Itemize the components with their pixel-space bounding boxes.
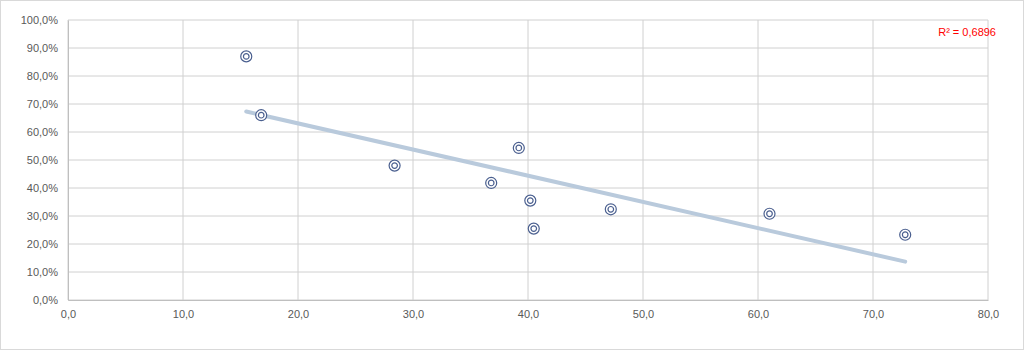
y-tick-label: 40,0% xyxy=(27,182,58,194)
x-tick-label: 20,0 xyxy=(288,308,309,320)
x-tick: 10,0 xyxy=(173,300,194,320)
scatter-series xyxy=(241,51,911,240)
point-outer xyxy=(389,160,400,171)
x-tick: 0,0 xyxy=(61,300,76,320)
y-tick: 90,0% xyxy=(27,42,68,54)
point-outer xyxy=(900,229,911,240)
annotation: R² = 0,6896 xyxy=(938,26,996,38)
grid-line-y xyxy=(68,132,988,133)
point xyxy=(764,208,775,219)
x-tick: 50,0 xyxy=(633,300,654,320)
point-outer xyxy=(256,110,267,121)
y-tick-label: 60,0% xyxy=(27,126,58,138)
x-tick-label: 50,0 xyxy=(633,308,654,320)
y-tick-label: 20,0% xyxy=(27,238,58,250)
x-tick: 60,0 xyxy=(748,300,769,320)
grid-line-x xyxy=(68,20,69,300)
x-tick-label: 30,0 xyxy=(403,308,424,320)
point xyxy=(605,204,616,215)
grid-line-y xyxy=(68,188,988,189)
grid-line-y xyxy=(68,104,988,105)
point xyxy=(389,160,400,171)
y-tick-label: 100,0% xyxy=(21,14,59,26)
x-axis: 0,0 10,0 20,0 30,0 40,0 50,0 60,0 70,0 80,0 xyxy=(61,300,999,320)
point-outer xyxy=(486,177,497,188)
grid xyxy=(68,20,988,300)
x-tick: 80,0 xyxy=(978,300,999,320)
point-inner xyxy=(258,112,264,118)
grid-line-y xyxy=(68,160,988,161)
x-tick-label: 60,0 xyxy=(748,308,769,320)
x-axis-line xyxy=(69,300,989,301)
point xyxy=(528,223,539,234)
point-inner xyxy=(902,232,908,238)
x-tick-label: 70,0 xyxy=(863,308,884,320)
y-tick: 20,0% xyxy=(27,238,68,250)
plot-area xyxy=(241,51,911,262)
point-outer xyxy=(528,223,539,234)
point-outer xyxy=(605,204,616,215)
point-outer xyxy=(525,195,536,206)
y-tick: 70,0% xyxy=(27,98,68,110)
point-inner xyxy=(608,206,614,212)
chart-frame xyxy=(1,1,1024,350)
y-tick: 40,0% xyxy=(27,182,68,194)
y-axis-line xyxy=(68,21,69,301)
y-tick-label: 10,0% xyxy=(27,266,58,278)
x-tick-label: 0,0 xyxy=(61,308,76,320)
y-tick: 80,0% xyxy=(27,70,68,82)
grid-line-y xyxy=(68,300,988,301)
y-tick-label: 80,0% xyxy=(27,70,58,82)
point-inner xyxy=(243,54,249,60)
y-tick-label: 70,0% xyxy=(27,98,58,110)
grid-line-y xyxy=(68,20,988,21)
point-inner xyxy=(488,180,494,186)
point xyxy=(525,195,536,206)
point-outer xyxy=(764,208,775,219)
y-tick-label: 90,0% xyxy=(27,42,58,54)
point-inner xyxy=(392,163,398,169)
y-tick-label: 0,0% xyxy=(33,294,58,306)
x-tick-label: 10,0 xyxy=(173,308,194,320)
y-tick: 60,0% xyxy=(27,126,68,138)
y-tick: 0,0% xyxy=(33,294,68,306)
point-inner xyxy=(531,226,537,232)
trend-line xyxy=(246,112,905,262)
x-tick-label: 80,0 xyxy=(978,308,999,320)
y-tick-label: 30,0% xyxy=(27,210,58,222)
point-outer xyxy=(513,142,524,153)
point xyxy=(486,177,497,188)
chart: 0,0 10,0 20,0 30,0 40,0 50,0 60,0 70,0 80,0 0,0% 1… xyxy=(0,0,1024,350)
y-tick-label: 50,0% xyxy=(27,154,58,166)
y-tick: 30,0% xyxy=(27,210,68,222)
y-tick: 100,0% xyxy=(21,14,68,26)
point-inner xyxy=(516,145,522,151)
grid-line-y xyxy=(68,76,988,77)
point xyxy=(900,229,911,240)
x-tick-label: 40,0 xyxy=(518,308,539,320)
x-tick: 20,0 xyxy=(288,300,309,320)
grid-line-y xyxy=(68,272,988,273)
point xyxy=(241,51,252,62)
grid-line-y xyxy=(68,216,988,217)
x-tick: 30,0 xyxy=(403,300,424,320)
point xyxy=(513,142,524,153)
x-tick: 70,0 xyxy=(863,300,884,320)
y-tick: 10,0% xyxy=(27,266,68,278)
point xyxy=(256,110,267,121)
point-inner xyxy=(767,211,773,217)
point-inner xyxy=(528,198,534,204)
point-outer xyxy=(241,51,252,62)
x-tick: 40,0 xyxy=(518,300,539,320)
grid-line-y xyxy=(68,244,988,245)
y-tick: 50,0% xyxy=(27,154,68,166)
grid-line-y xyxy=(68,48,988,49)
y-axis: 0,0% 10,0% 20,0% 30,0% 40,0% 50,0% 60,0% 70,0% 8… xyxy=(21,14,69,306)
